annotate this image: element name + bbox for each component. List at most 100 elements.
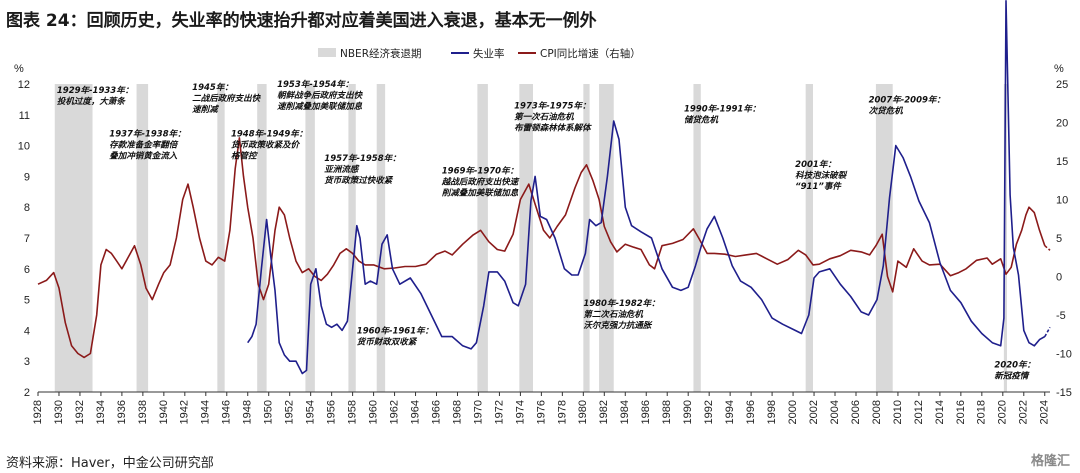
x-tick-label: 2014	[934, 400, 946, 424]
annotation-text: 亚洲流感	[324, 164, 360, 175]
recession-band	[805, 84, 813, 392]
recession-band	[875, 84, 893, 392]
x-tick-label: 2022	[1018, 400, 1030, 424]
y-left-unit: %	[14, 63, 24, 75]
y-left-tick-label: 12	[18, 79, 30, 91]
x-tick-label: 1982	[598, 400, 610, 424]
annotations: 1929年-1933年：投机过度，大萧条 1937年-1938年：存款准备金率翻倍…	[57, 79, 1035, 381]
annotation-text: 叠加冲销黄金流入	[109, 150, 178, 161]
unemployment-line	[247, 0, 1046, 375]
x-tick-label: 1960	[367, 400, 379, 424]
x-tick-label: 1950	[263, 400, 275, 424]
y-right-tick-label: 25	[1056, 79, 1068, 91]
annotation-text: 沃尔克强力抗通胀	[583, 320, 653, 331]
annotation-text: 1973年-1975年：	[514, 101, 590, 112]
cpi-line	[37, 137, 1046, 359]
annotation-text: 1948年-1949年：	[231, 128, 307, 139]
annotation-text: 2001年：	[795, 159, 836, 170]
x-tick-label: 1988	[661, 400, 673, 424]
x-tick-label: 2016	[955, 400, 967, 424]
recession-band	[583, 84, 590, 392]
x-tick-label: 1978	[556, 400, 568, 424]
annotation-text: 速削减叠加美联储加息	[277, 101, 363, 112]
x-tick-label: 1966	[430, 400, 442, 424]
annotation-text: 1969年-1970年：	[442, 165, 518, 176]
x-tick-label: 2018	[976, 400, 988, 424]
x-tick-label: 1954	[305, 400, 317, 424]
annotation: 1929年-1933年：投机过度，大萧条	[57, 85, 133, 107]
unemployment-forecast-line	[1044, 326, 1051, 337]
recession-bands	[54, 84, 1008, 392]
x-tick-label: 2004	[829, 400, 841, 424]
cpi-forecast-line	[1044, 245, 1051, 251]
annotation-text: 货币财政双收紧	[357, 336, 418, 347]
annotation-text: 新冠疫情	[994, 370, 1030, 381]
recession-band	[54, 84, 93, 392]
x-tick-label: 2002	[808, 400, 820, 424]
x-tick-label: 1992	[703, 400, 715, 424]
annotation-text: 布雷顿森林体系解体	[514, 123, 592, 134]
x-tick-label: 2020	[997, 400, 1009, 424]
annotation-text: 朝鲜战争后政府支出快	[277, 90, 364, 101]
y-left-tick-label: 8	[24, 202, 30, 214]
x-tick-label: 1994	[724, 400, 736, 424]
x-tick-label: 1958	[347, 400, 359, 424]
annotation-text: 科技泡沫破裂	[795, 170, 848, 181]
x-tick-label: 1948	[242, 400, 254, 424]
y-left-tick-label: 11	[19, 110, 30, 122]
annotation: 2001年：科技泡沫破裂“911”事件	[795, 159, 848, 192]
annotation-text: 2007年-2009年：	[869, 94, 945, 105]
annotation-text: 1937年-1938年：	[109, 128, 185, 139]
x-tick-label: 1976	[535, 400, 547, 424]
y-right-unit: %	[1054, 63, 1064, 75]
annotation-text: 1980年-1982年：	[583, 298, 659, 309]
annotation-text: 2020年：	[994, 359, 1035, 370]
y-left-tick-label: 3	[24, 356, 30, 368]
x-tick-label: 2006	[850, 400, 862, 424]
annotation-text: 投机过度，大萧条	[57, 96, 127, 107]
x-tick-label: 1934	[95, 400, 107, 424]
y-left-tick-label: 2	[24, 387, 30, 399]
x-tick-label: 1936	[116, 400, 128, 424]
x-tick-label: 1998	[766, 400, 778, 424]
x-tick-label: 1986	[640, 400, 652, 424]
recession-band	[376, 84, 386, 392]
annotation-text: 削减叠加美联储加息	[442, 187, 519, 198]
chart-title: 图表 24：回顾历史，失业率的快速抬升都对应着美国进入衰退，基本无一例外	[6, 11, 597, 31]
x-tick-label: 2024	[1039, 400, 1051, 424]
annotation-text: 1960年-1961年：	[357, 325, 433, 336]
x-tick-label: 1968	[451, 400, 463, 424]
recession-band	[1003, 84, 1008, 392]
annotation-text: 1953年-1954年：	[277, 79, 353, 90]
legend-label-unemployment: 失业率	[473, 47, 505, 60]
annotation-text: 越战后政府支出快速	[441, 176, 520, 187]
annotation-text: 速削减	[192, 104, 219, 115]
unemployment-series	[247, 0, 1051, 375]
x-tick-label: 1974	[514, 400, 526, 424]
recession-band	[519, 84, 533, 392]
y-left-tick-label: 4	[24, 325, 30, 337]
x-tick-label: 1930	[53, 400, 65, 424]
annotation-text: 次贷危机	[869, 105, 904, 116]
y-right-tick-label: 0	[1056, 272, 1062, 284]
annotation-text: 存款准备金率翻倍	[109, 139, 179, 150]
annotation-text: 二战后政府支出快	[192, 93, 262, 104]
annotation-text: 格管控	[231, 150, 258, 161]
y-right-tick-label: 20	[1056, 118, 1068, 130]
x-tick-label: 1972	[493, 400, 505, 424]
x-tick-label: 1944	[200, 400, 212, 424]
x-tick-label: 1946	[221, 400, 233, 424]
recession-band	[257, 84, 267, 392]
y-left-tick-label: 10	[18, 141, 30, 153]
x-tick-label: 1996	[745, 400, 757, 424]
legend-swatch-recession	[318, 48, 336, 57]
x-tick-label: 2010	[892, 400, 904, 424]
recession-band	[305, 84, 315, 392]
